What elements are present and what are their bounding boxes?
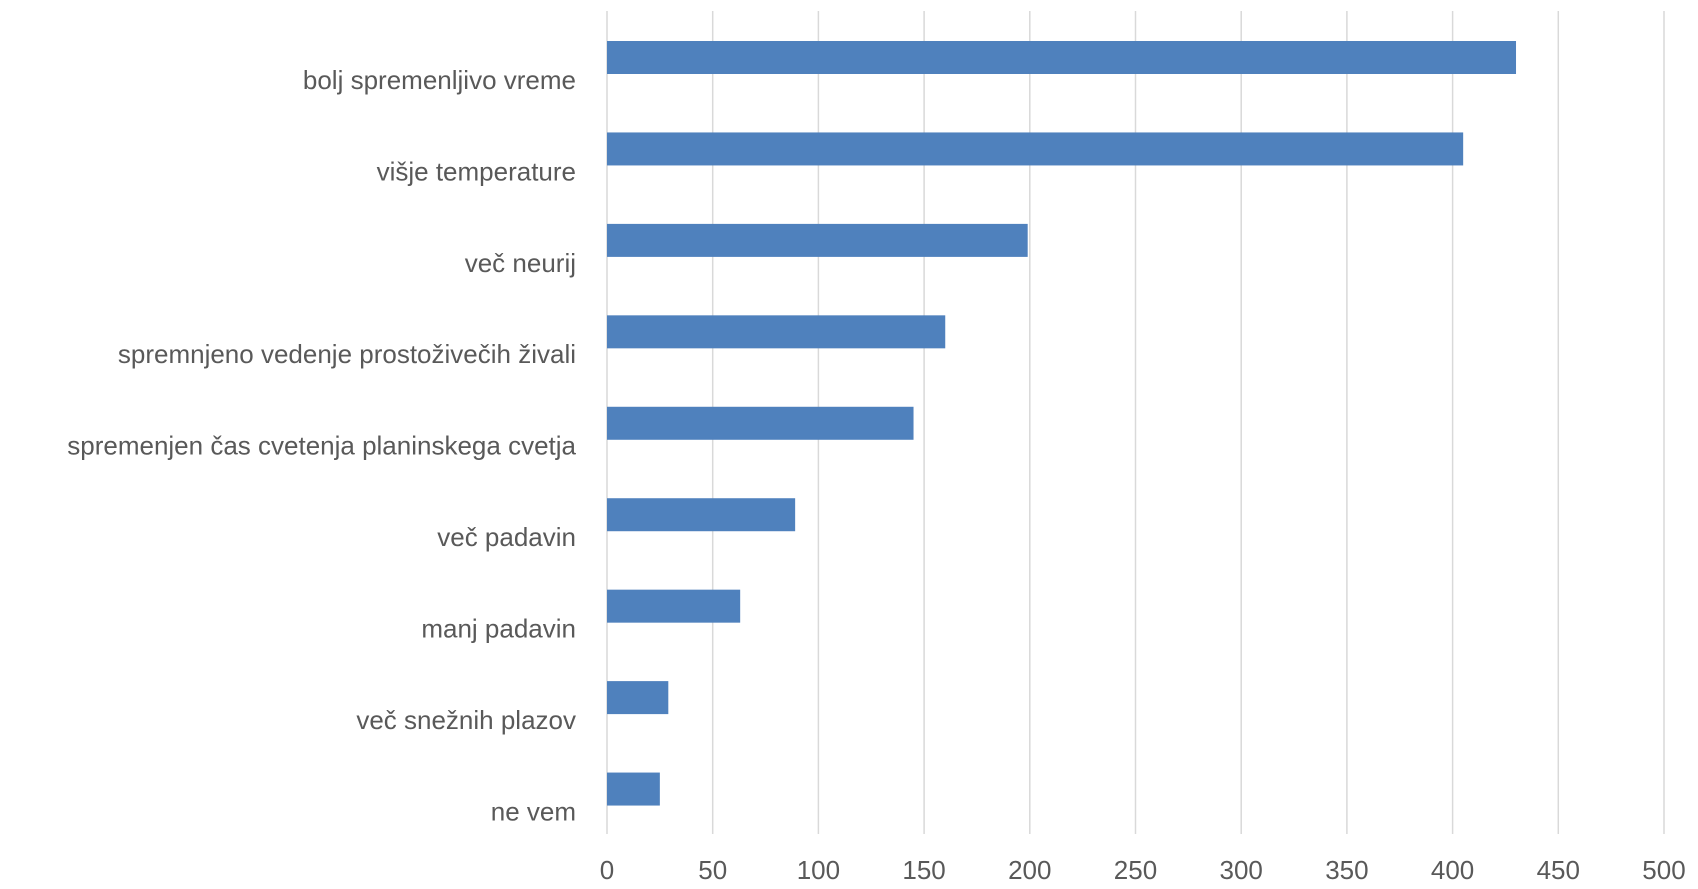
y-tick-label: spremnjeno vedenje prostoživečih živali [118,339,576,369]
x-tick-label: 0 [600,855,614,885]
x-tick-label: 150 [902,855,945,885]
y-tick-label: več neurij [465,248,576,278]
y-tick-label: višje temperature [377,156,576,186]
bar [607,589,741,623]
x-tick-label: 200 [1008,855,1051,885]
x-tick-label: 500 [1642,855,1685,885]
y-tick-label: ne vem [491,796,576,826]
bar [607,772,660,806]
bar [607,498,796,532]
x-tick-label: 400 [1431,855,1474,885]
x-tick-label: 450 [1537,855,1580,885]
y-tick-label: bolj spremenljivo vreme [303,65,576,95]
bar [607,41,1517,74]
x-tick-label: 100 [797,855,840,885]
y-tick-label: manj padavin [421,614,576,644]
x-tick-label: 350 [1325,855,1368,885]
y-tick-label: spremenjen čas cvetenja planinskega cvet… [67,431,576,461]
x-tick-label: 250 [1114,855,1157,885]
bar [607,315,946,349]
x-tick-label: 50 [698,855,727,885]
bar [607,132,1464,166]
y-tick-label: več padavin [437,522,576,552]
bar [607,681,669,715]
y-tick-label: več snežnih plazov [356,705,576,735]
x-tick-label: 300 [1220,855,1263,885]
bar [607,223,1028,257]
bar [607,406,914,440]
